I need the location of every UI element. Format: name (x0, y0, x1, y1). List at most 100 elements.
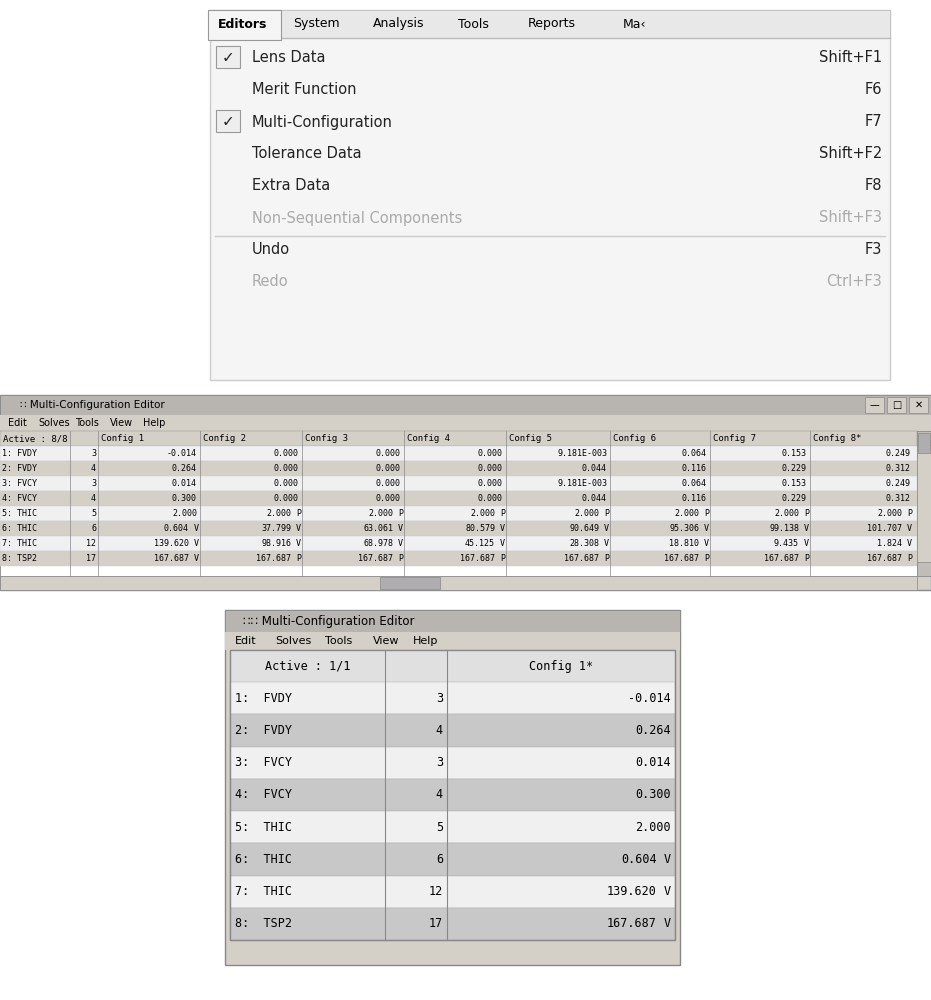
Text: 0.064: 0.064 (682, 449, 707, 458)
Text: Editors: Editors (218, 17, 267, 30)
Text: 0.264: 0.264 (635, 724, 671, 737)
Text: V: V (664, 885, 671, 898)
Text: 6: THIC: 6: THIC (2, 524, 37, 533)
Bar (208, 10, 281, 40)
Bar (216, 110, 240, 132)
Text: Config 3: Config 3 (305, 434, 348, 443)
Text: Tools: Tools (325, 636, 352, 646)
Text: 0.312: 0.312 (885, 494, 910, 503)
Text: V: V (804, 524, 809, 533)
Text: F6: F6 (865, 83, 882, 98)
Bar (230, 876, 675, 908)
Bar (230, 682, 675, 714)
Text: P: P (804, 509, 809, 518)
Bar (230, 650, 675, 940)
Text: V: V (664, 853, 671, 866)
Bar (0, 431, 917, 446)
Text: 5: THIC: 5: THIC (2, 509, 37, 518)
Text: 0.000: 0.000 (274, 494, 299, 503)
Text: 0.000: 0.000 (376, 464, 401, 473)
Text: 2.000: 2.000 (172, 509, 197, 518)
Text: F3: F3 (865, 242, 882, 257)
Text: 4: FVCY: 4: FVCY (2, 494, 37, 503)
Text: -0.014: -0.014 (628, 692, 671, 705)
Bar (230, 811, 675, 843)
Text: Ma‹: Ma‹ (623, 17, 646, 30)
Text: 5:  THIC: 5: THIC (235, 821, 292, 834)
Text: Lens Data: Lens Data (252, 50, 326, 66)
Text: V: V (907, 524, 912, 533)
Text: 0.000: 0.000 (376, 494, 401, 503)
Text: 1: FVDY: 1: FVDY (2, 449, 37, 458)
Text: 17: 17 (86, 554, 96, 563)
Text: Help: Help (413, 636, 439, 646)
Bar (917, 431, 931, 445)
Bar (887, 397, 906, 413)
Text: P: P (704, 554, 709, 563)
Text: 18.810: 18.810 (669, 539, 699, 548)
Text: 0.064: 0.064 (682, 479, 707, 488)
Text: V: V (194, 539, 199, 548)
Text: P: P (907, 554, 912, 563)
Text: Redo: Redo (252, 274, 289, 290)
Text: 1.824: 1.824 (877, 539, 902, 548)
Text: Config 7: Config 7 (713, 434, 756, 443)
Text: V: V (664, 917, 671, 930)
Text: 2:  FVDY: 2: FVDY (235, 724, 292, 737)
Bar (230, 843, 675, 876)
Text: Active : 8/8: Active : 8/8 (3, 434, 68, 443)
Bar (210, 10, 890, 38)
Bar (230, 908, 675, 940)
Text: 3: 3 (436, 692, 443, 705)
Text: 1:  FVDY: 1: FVDY (235, 692, 292, 705)
Text: 2.000: 2.000 (635, 821, 671, 834)
Text: V: V (604, 524, 609, 533)
Text: ✕: ✕ (914, 400, 923, 410)
Text: 37.799: 37.799 (261, 524, 291, 533)
Bar (865, 397, 884, 413)
Text: P: P (804, 554, 809, 563)
Text: 167.687: 167.687 (664, 554, 699, 563)
Text: Active : 1/1: Active : 1/1 (264, 660, 350, 673)
Text: □: □ (892, 400, 901, 410)
Text: P: P (296, 509, 301, 518)
Text: 0.000: 0.000 (274, 449, 299, 458)
Bar (0, 431, 917, 576)
Text: V: V (704, 539, 709, 548)
Text: V: V (907, 539, 912, 548)
Text: Config 5: Config 5 (509, 434, 552, 443)
Text: 167.687: 167.687 (607, 917, 657, 930)
Text: View: View (373, 636, 399, 646)
Bar (380, 577, 440, 589)
Text: V: V (704, 524, 709, 533)
Text: 5: 5 (91, 509, 96, 518)
Text: P: P (500, 509, 505, 518)
Text: 6: 6 (436, 853, 443, 866)
Text: 2.000: 2.000 (674, 509, 699, 518)
Text: Help: Help (143, 418, 166, 428)
Text: Reports: Reports (528, 17, 576, 30)
Text: 0.014: 0.014 (635, 756, 671, 769)
Text: 0.014: 0.014 (172, 479, 197, 488)
Bar (0, 415, 931, 431)
Text: 7:  THIC: 7: THIC (235, 885, 292, 898)
Text: 9.435: 9.435 (774, 539, 799, 548)
Text: Edit: Edit (8, 418, 27, 428)
Text: 0.604: 0.604 (164, 524, 189, 533)
Text: 4: 4 (91, 464, 96, 473)
Bar (0, 395, 931, 415)
Text: 0.044: 0.044 (582, 494, 607, 503)
Text: 45.125: 45.125 (465, 539, 495, 548)
Text: Tolerance Data: Tolerance Data (252, 146, 361, 161)
Text: P: P (398, 554, 403, 563)
Text: 4: 4 (436, 724, 443, 737)
Bar (917, 562, 931, 576)
Text: 8: TSP2: 8: TSP2 (2, 554, 37, 563)
Bar (0, 506, 917, 521)
Bar (230, 650, 675, 682)
Text: V: V (500, 524, 505, 533)
Text: Tools: Tools (75, 418, 99, 428)
Text: P: P (398, 509, 403, 518)
Text: 6:  THIC: 6: THIC (235, 853, 292, 866)
Text: ✓: ✓ (222, 114, 235, 129)
